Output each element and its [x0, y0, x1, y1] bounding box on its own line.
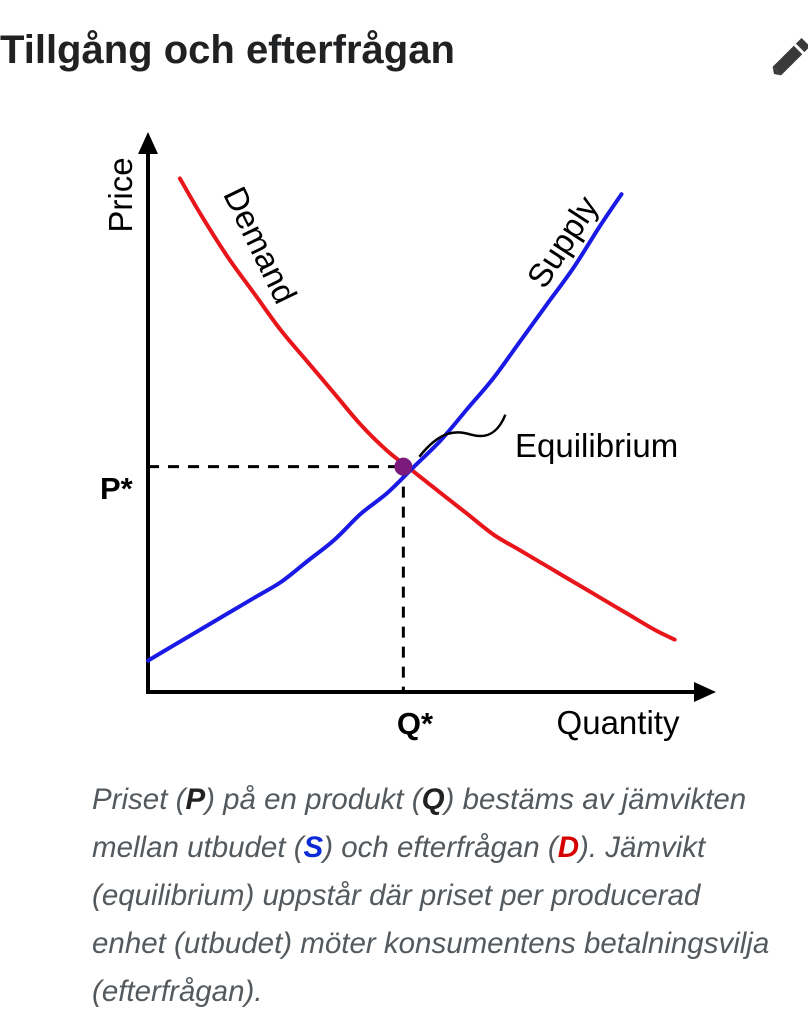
- equilibrium-label: Equilibrium: [515, 427, 678, 464]
- equilibrium-leader-line: [418, 414, 507, 458]
- caption-text: ) och efterfrågan (: [323, 831, 558, 864]
- series: [146, 176, 677, 663]
- marks: [394, 414, 507, 476]
- supply-curve-label: Supply: [519, 189, 605, 294]
- axes: [138, 132, 716, 702]
- price-marker-label: P*: [100, 471, 134, 506]
- demand-curve-label: Demand: [216, 181, 304, 309]
- x-axis-arrowhead: [694, 682, 716, 702]
- supply-demand-chart: Price Quantity Demand Supply Equilibrium…: [100, 132, 716, 741]
- caption-text: ). Jämvikt (equilibrium) uppstår där pri…: [92, 831, 770, 1008]
- series-line-supply: [146, 192, 624, 663]
- series-line-demand: [177, 176, 677, 642]
- quantity-marker-label: Q*: [397, 706, 434, 741]
- caption-text: ) på en produkt (: [205, 783, 422, 816]
- figure-caption: Priset (P) på en produkt (Q) bestäms av …: [92, 776, 782, 1016]
- caption-symbol-p: P: [185, 783, 206, 816]
- caption-symbol-d: D: [557, 831, 580, 864]
- pencil-icon: [772, 37, 808, 76]
- equilibrium-point: [394, 457, 413, 476]
- page-title: Tillgång och efterfrågan: [0, 28, 455, 72]
- y-axis-arrowhead: [138, 132, 158, 154]
- x-axis-label: Quantity: [557, 704, 680, 741]
- y-axis-label: Price: [102, 157, 139, 232]
- caption-text: Priset (: [92, 783, 186, 816]
- equilibrium-guides: [148, 465, 405, 692]
- edit-button[interactable]: [770, 30, 808, 78]
- caption-symbol-s: S: [303, 831, 324, 864]
- caption-text: ) bestäms av jämvikten mellan utbudet (: [92, 783, 747, 864]
- caption-symbol-q: Q: [421, 783, 445, 816]
